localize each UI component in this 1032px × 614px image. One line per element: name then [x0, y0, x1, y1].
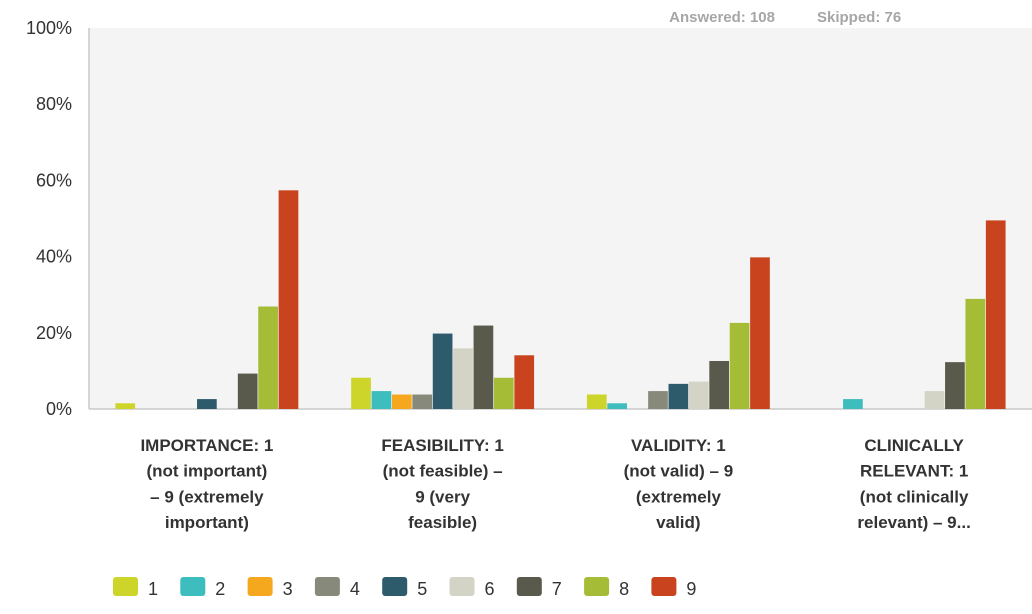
- bar-series-5-category-2: [432, 333, 453, 409]
- legend-label-4: 4: [350, 579, 360, 599]
- legend-swatch-7: [516, 577, 542, 596]
- legend-swatch-4: [314, 577, 340, 596]
- bar-series-2-category-4: [843, 399, 863, 409]
- legend-swatch-6: [449, 577, 475, 596]
- bar-series-3-category-2: [391, 394, 412, 409]
- category-label: FEASIBILITY: 1: [381, 436, 503, 455]
- category-label: valid): [656, 513, 700, 532]
- plot-background: [89, 28, 1032, 409]
- legend-label-5: 5: [417, 579, 427, 599]
- category-label: feasible): [408, 513, 477, 532]
- bar-series-4-category-2: [412, 394, 433, 409]
- category-label: (extremely: [636, 487, 722, 506]
- category-label: IMPORTANCE: 1: [140, 436, 273, 455]
- legend-swatch-8: [584, 577, 610, 596]
- category-label: RELEVANT: 1: [860, 462, 968, 481]
- y-axis: 0% 20% 40% 60% 80% 100%: [26, 18, 72, 419]
- legend-label-7: 7: [552, 579, 562, 599]
- category-label: (not feasible) –: [383, 462, 503, 481]
- bar-series-1-category-3: [586, 394, 607, 409]
- legend-label-3: 3: [283, 579, 293, 599]
- bar-series-7-category-2: [473, 325, 494, 409]
- bar-series-8-category-2: [493, 377, 514, 409]
- category-label: (not clinically: [860, 487, 969, 506]
- bar-series-2-category-2: [371, 391, 392, 409]
- bar-series-7-category-4: [945, 362, 965, 409]
- bars: [115, 190, 1006, 409]
- bar-series-7-category-3: [709, 360, 730, 409]
- bar-series-6-category-2: [453, 348, 473, 409]
- category-labels: IMPORTANCE: 1 (not important) – 9 (extreme…: [140, 436, 970, 532]
- category-label: CLINICALLY: [864, 436, 964, 455]
- legend-swatch-1: [113, 577, 138, 596]
- legend-label-6: 6: [485, 579, 495, 599]
- category-label: (not important): [146, 462, 267, 481]
- legend-label-2: 2: [215, 579, 225, 599]
- bar-series-9-category-3: [750, 257, 770, 409]
- answered-count: Answered: 108: [669, 9, 775, 26]
- bar-series-8-category-4: [965, 298, 986, 409]
- category-label: relevant) – 9...: [857, 513, 970, 532]
- bar-series-9-category-2: [514, 355, 535, 409]
- legend-label-8: 8: [619, 579, 629, 599]
- y-tick-label: 20%: [36, 323, 72, 343]
- y-tick-label: 0%: [46, 399, 72, 419]
- bar-series-6-category-3: [688, 381, 709, 409]
- legend: 1 2 3 4 5 6 7 8 9: [113, 577, 696, 599]
- category-label: important): [165, 513, 249, 532]
- category-label: 9 (very: [415, 487, 470, 506]
- category-label: VALIDITY: 1: [631, 436, 726, 455]
- bar-series-5-category-3: [668, 383, 689, 409]
- bar-series-9-category-4: [985, 220, 1006, 409]
- bar-series-7-category-1: [237, 373, 258, 409]
- skipped-count: Skipped: 76: [817, 9, 901, 26]
- bar-series-1-category-1: [115, 403, 136, 409]
- bar-series-5-category-1: [197, 399, 217, 409]
- y-tick-label: 40%: [36, 247, 72, 267]
- legend-label-9: 9: [686, 579, 696, 599]
- bar-series-9-category-1: [278, 190, 299, 409]
- bar-series-1-category-2: [351, 377, 371, 409]
- legend-swatch-3: [247, 577, 273, 596]
- y-tick-label: 60%: [36, 170, 72, 190]
- bar-series-2-category-3: [607, 403, 628, 409]
- legend-swatch-9: [651, 577, 677, 596]
- y-tick-label: 80%: [36, 94, 72, 114]
- legend-label-1: 1: [148, 579, 158, 599]
- legend-swatch-5: [382, 577, 408, 596]
- bar-series-6-category-4: [924, 391, 945, 409]
- bar-series-8-category-3: [729, 322, 750, 409]
- category-label: (not valid) – 9: [624, 462, 734, 481]
- bar-series-8-category-1: [258, 306, 278, 409]
- bar-series-4-category-3: [648, 391, 668, 409]
- category-label: – 9 (extremely: [150, 487, 264, 506]
- legend-swatch-2: [180, 577, 206, 596]
- y-tick-label: 100%: [26, 18, 72, 38]
